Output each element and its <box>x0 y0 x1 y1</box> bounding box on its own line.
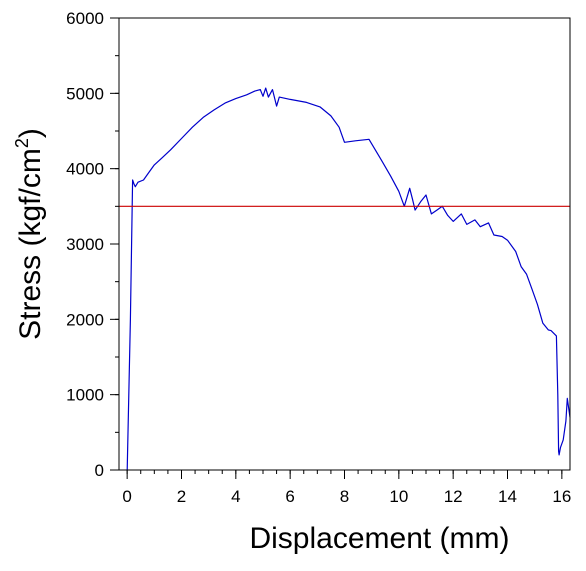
y-tick-label: 1000 <box>66 386 104 405</box>
x-tick-label: 12 <box>444 487 463 506</box>
plot-frame <box>118 17 571 471</box>
y-tick-label: 4000 <box>66 160 104 179</box>
x-tick-label: 8 <box>340 487 349 506</box>
x-tick-label: 4 <box>231 487 240 506</box>
x-tick-label: 16 <box>552 487 571 506</box>
x-tick-label: 10 <box>389 487 408 506</box>
y-tick-label: 3000 <box>66 235 104 254</box>
y-axis-label: Stress (kgf/cm2) <box>12 128 47 340</box>
x-tick-label: 14 <box>498 487 517 506</box>
y-axis-label-tail: ) <box>14 128 47 138</box>
x-axis-label: Displacement (mm) <box>249 522 509 555</box>
x-tick-label: 6 <box>285 487 294 506</box>
y-axis-label-main: Stress (kgf/cm <box>14 148 47 340</box>
x-tick-label: 0 <box>122 487 131 506</box>
y-tick-label: 2000 <box>66 310 104 329</box>
y-tick-label: 5000 <box>66 84 104 103</box>
y-tick-label: 0 <box>95 461 104 480</box>
y-tick-label: 6000 <box>66 9 104 28</box>
stress-curve-line <box>126 87 571 471</box>
x-tick-label: 2 <box>177 487 186 506</box>
series-layer <box>119 87 571 471</box>
axis-ticks: 0 2 4 6 8 10 12 14 16 0 1000 2000 3000 4000 5000 6000 <box>66 9 571 506</box>
y-axis-label-superscript: 2 <box>12 138 32 148</box>
